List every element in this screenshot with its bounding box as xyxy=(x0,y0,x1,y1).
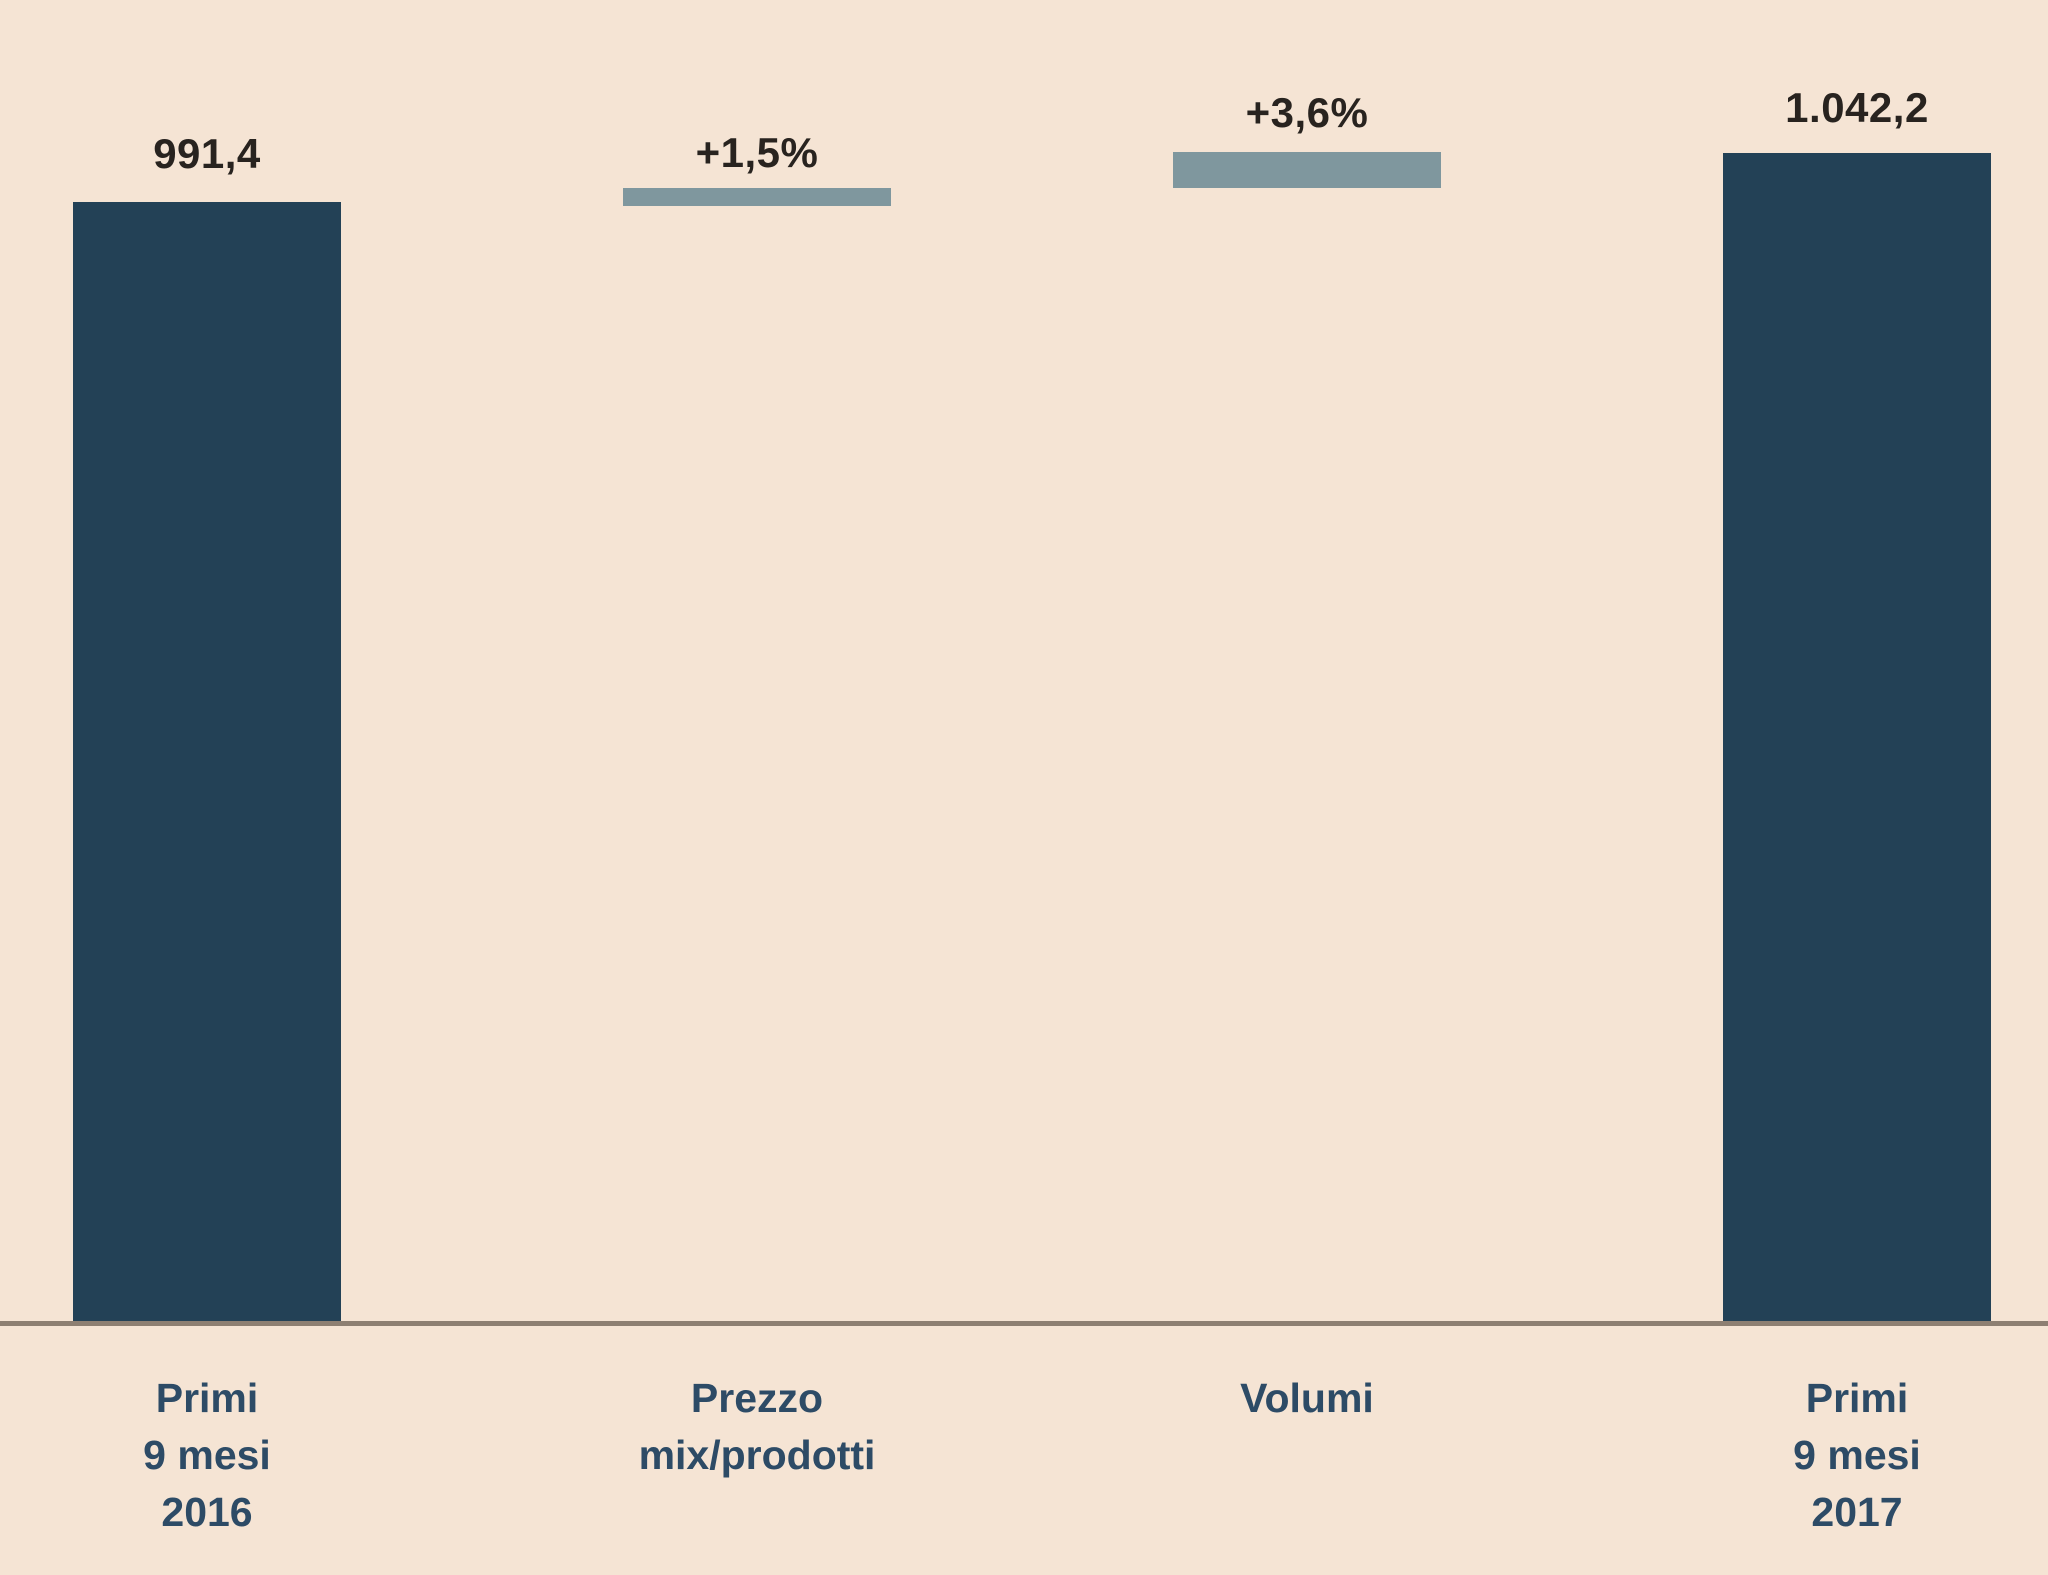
category-label-volumi: Volumi xyxy=(1240,1375,1374,1421)
value-label-primi-9-mesi-2017: 1.042,2 xyxy=(1785,84,1929,131)
delta-bar-prezzo-mix-prodotti xyxy=(623,188,891,206)
value-label-primi-9-mesi-2016: 991,4 xyxy=(153,130,261,177)
category-label-primi-9-mesi-2017: Primi 9 mesi 2017 xyxy=(1793,1375,1921,1535)
category-label-prezzo-mix-prodotti: Prezzo mix/prodotti xyxy=(638,1375,876,1478)
total-bar-primi-9-mesi-2017 xyxy=(1723,153,1991,1321)
total-bar-primi-9-mesi-2016 xyxy=(73,202,341,1321)
category-label-primi-9-mesi-2016: Primi 9 mesi 2016 xyxy=(143,1375,271,1535)
value-label-prezzo-mix-prodotti: +1,5% xyxy=(695,129,819,176)
baseline-axis xyxy=(0,1321,2048,1326)
value-label-volumi: +3,6% xyxy=(1245,89,1369,136)
delta-bar-volumi xyxy=(1173,152,1441,188)
